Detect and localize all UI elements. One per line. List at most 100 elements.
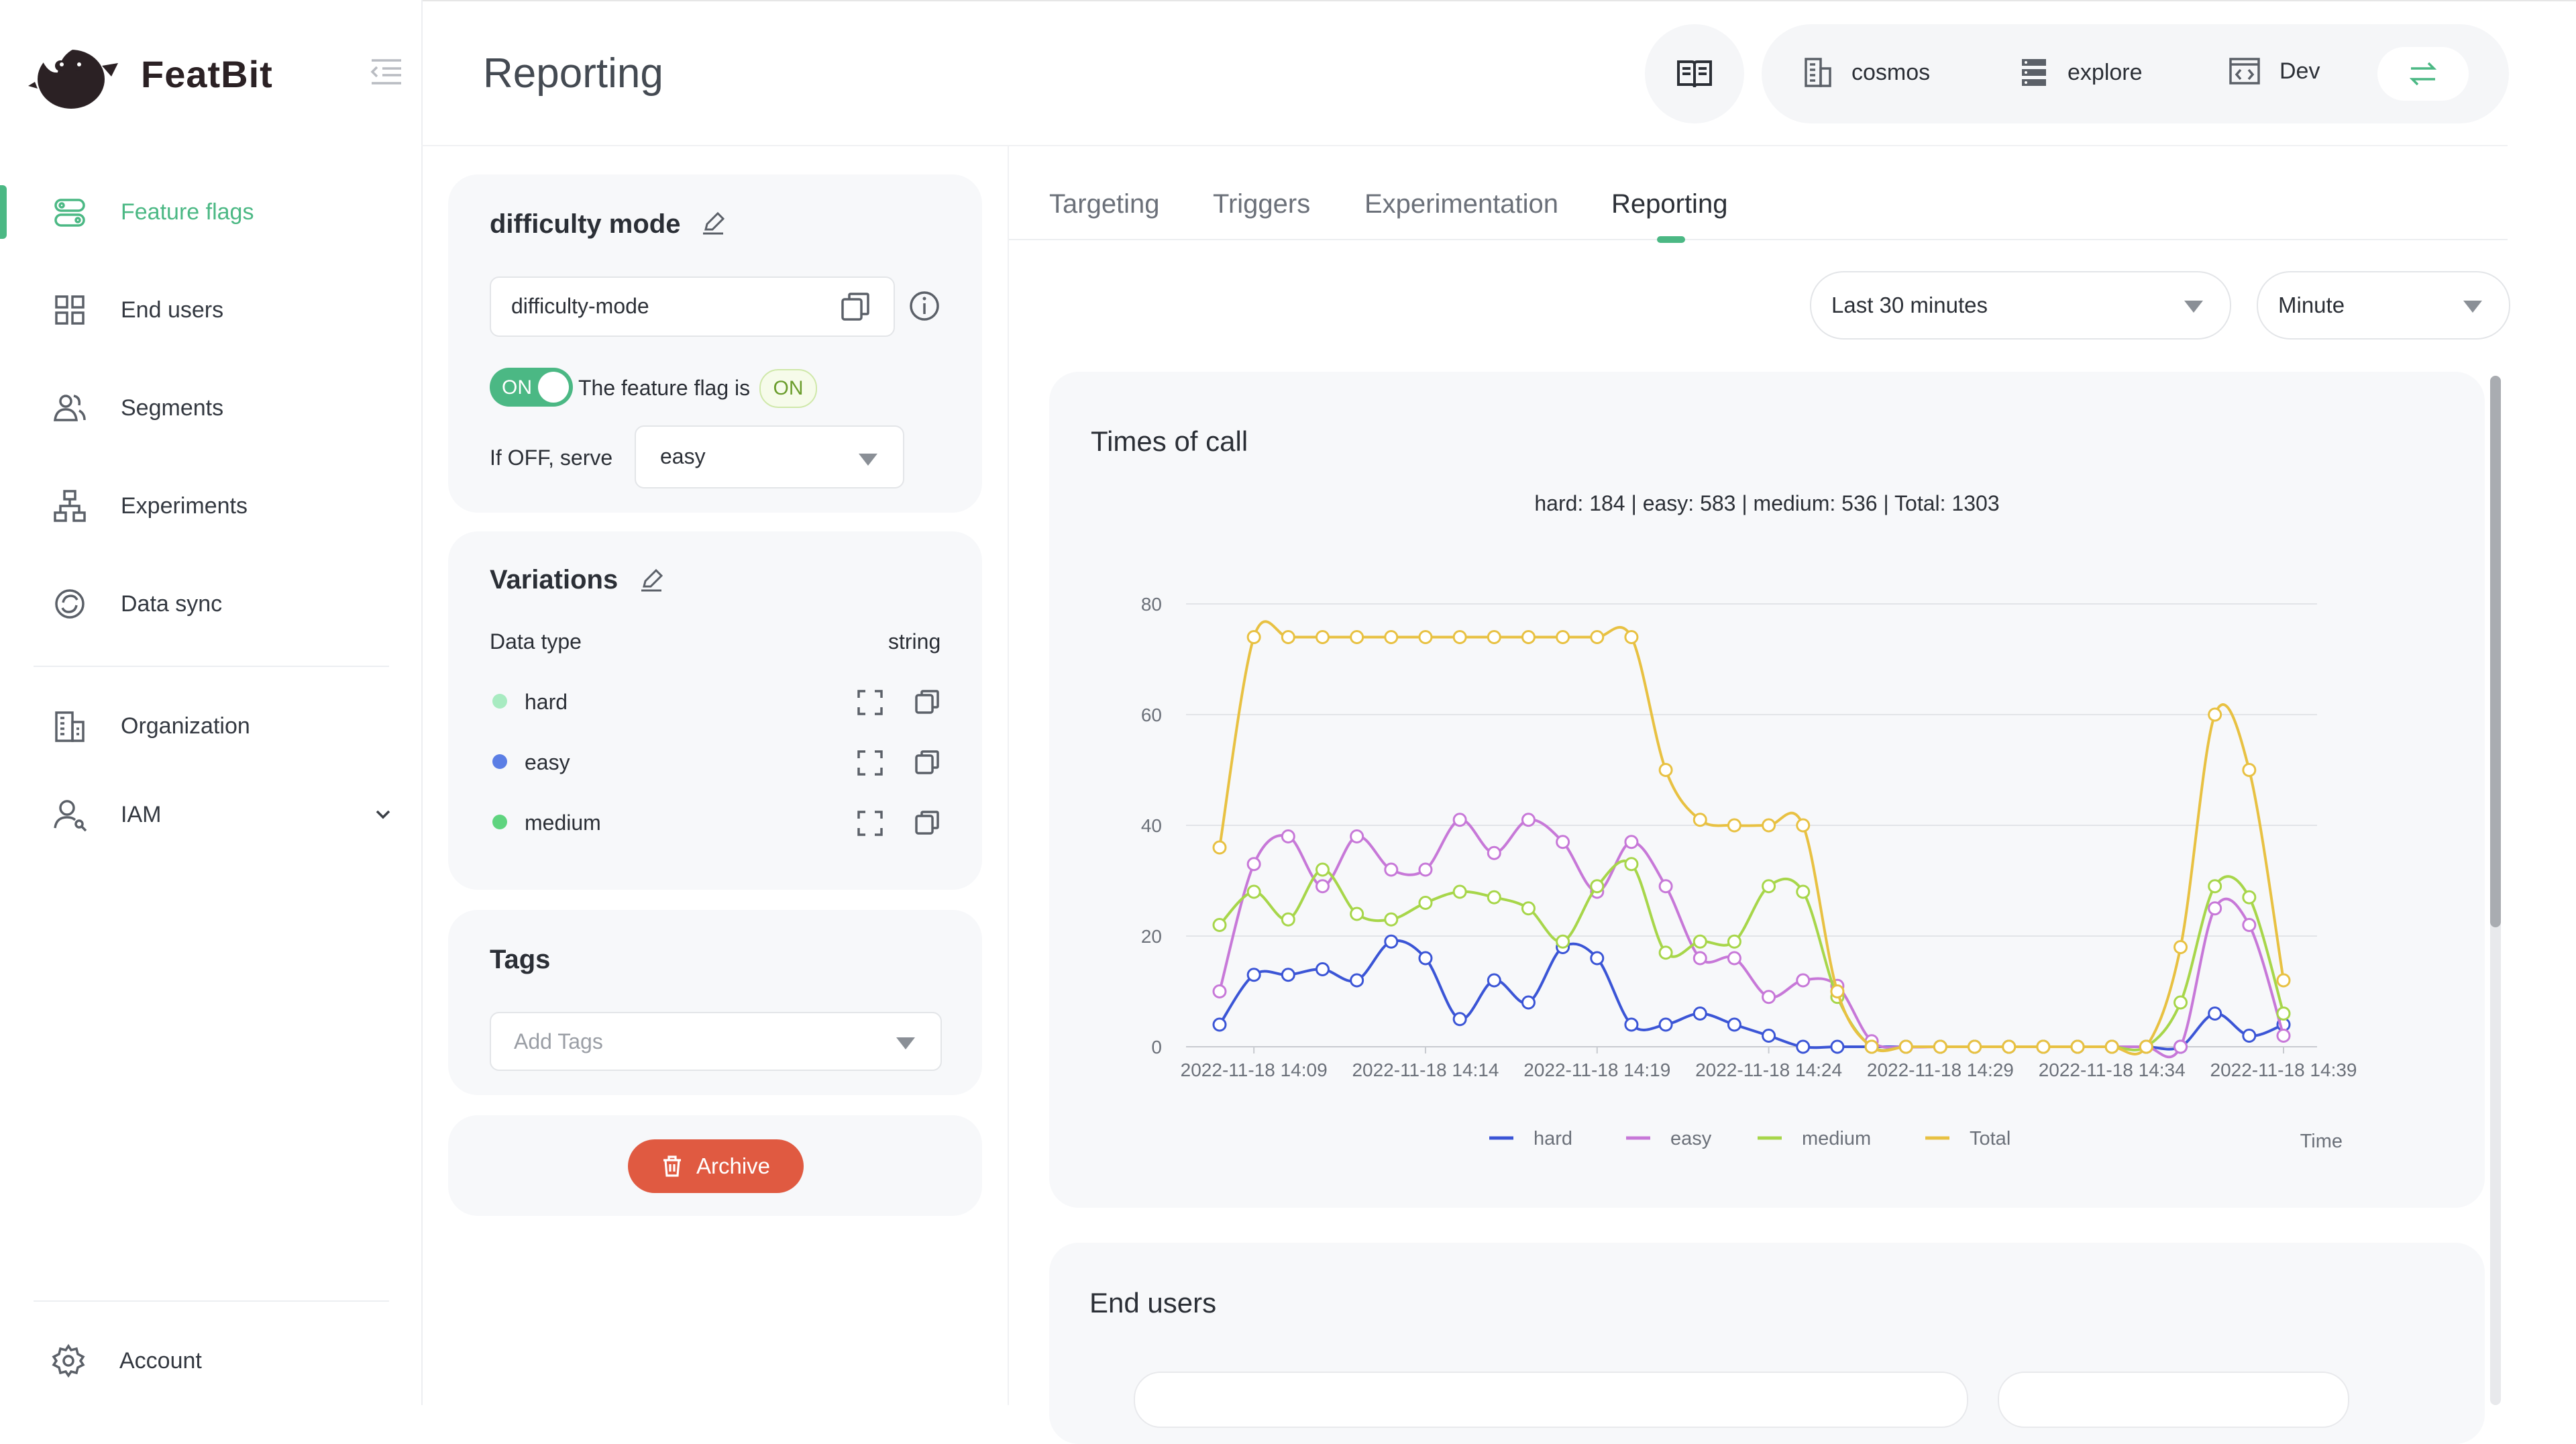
trash-icon (663, 1155, 681, 1177)
sidebar-item-segments[interactable]: Segments (0, 374, 421, 442)
copy-icon[interactable] (914, 688, 941, 715)
y-tick-label: 20 (1141, 926, 1162, 947)
flag-name: difficulty mode (490, 209, 681, 239)
legend-label: easy (1670, 1128, 1712, 1149)
sidebar-item-account[interactable]: Account (0, 1327, 421, 1394)
project-selector[interactable]: explore (2019, 56, 2143, 89)
data-point-medium (2276, 1007, 2291, 1021)
data-point-easy (2208, 901, 2222, 916)
y-tick-label: 40 (1141, 815, 1162, 836)
org-selector[interactable]: cosmos (1803, 56, 1930, 89)
tab-triggers[interactable]: Triggers (1213, 189, 1311, 219)
data-point-hard (1350, 973, 1364, 988)
data-point-hard (1658, 1017, 1673, 1032)
data-point-total (2242, 763, 2257, 777)
off-serve-select[interactable]: easy (635, 425, 904, 488)
grid-icon (55, 295, 85, 325)
data-point-medium (1624, 857, 1639, 872)
docs-button[interactable] (1645, 24, 1744, 123)
tab-experimentation[interactable]: Experimentation (1364, 189, 1559, 219)
edit-icon[interactable] (639, 568, 664, 593)
data-point-medium (1212, 918, 1227, 932)
data-point-easy (1418, 862, 1433, 877)
tab-reporting[interactable]: Reporting (1611, 189, 1728, 219)
x-tick-label: 2022-11-18 14:14 (1352, 1060, 1499, 1080)
sidebar-item-feature-flags[interactable]: Feature flags (0, 178, 421, 246)
data-point-medium (1452, 884, 1467, 899)
expand-icon[interactable] (856, 749, 884, 777)
header-divider (421, 145, 2508, 146)
copy-icon[interactable] (840, 291, 871, 322)
y-tick-label: 0 (1151, 1037, 1162, 1058)
time-range-select[interactable]: Last 30 minutes (1810, 271, 2231, 340)
archive-button[interactable]: Archive (628, 1139, 804, 1193)
project-name: explore (2068, 59, 2143, 85)
legend-label: Total (1970, 1128, 2010, 1149)
chevron-down-icon[interactable] (373, 805, 393, 825)
sidebar-item-label: Segments (121, 395, 224, 421)
data-point-hard (2242, 1029, 2257, 1043)
sidebar-item-data-sync[interactable]: Data sync (0, 570, 421, 637)
data-point-total (1864, 1039, 1879, 1054)
end-users-filter[interactable] (1998, 1372, 2349, 1428)
data-point-total (2139, 1039, 2153, 1054)
data-point-hard (1418, 951, 1433, 966)
info-icon[interactable] (908, 290, 941, 322)
collapse-sidebar-icon[interactable] (369, 54, 404, 89)
data-point-easy (1212, 984, 1227, 998)
interval-select[interactable]: Minute (2257, 271, 2510, 340)
tags-title: Tags (490, 945, 551, 974)
variation-color-dot (492, 694, 507, 709)
data-point-total (1727, 818, 1741, 833)
env-selector[interactable]: Dev (2229, 56, 2320, 86)
book-icon (1677, 60, 1712, 88)
legend-label: medium (1802, 1128, 1871, 1149)
data-point-hard (1246, 968, 1261, 982)
data-point-total (1796, 818, 1811, 833)
sidebar-item-experiments[interactable]: Experiments (0, 472, 421, 539)
flag-toggle[interactable]: ON (490, 368, 573, 407)
flag-status-text: The feature flag is (578, 376, 751, 400)
sidebar-item-label: Organization (121, 713, 250, 739)
data-type-label: Data type (490, 629, 582, 654)
users-icon (54, 395, 86, 421)
data-point-total (1933, 1039, 1947, 1054)
switch-context-button[interactable] (2377, 47, 2469, 101)
data-point-total (2276, 973, 2291, 988)
sidebar-item-organization[interactable]: Organization (0, 692, 421, 760)
sidebar-item-label: Experiments (121, 493, 248, 519)
data-point-total (1384, 630, 1399, 644)
database-icon (2022, 59, 2046, 86)
active-nav-indicator (0, 185, 7, 239)
variations-title: Variations (490, 565, 619, 595)
data-point-hard (1452, 1012, 1467, 1027)
sidebar-item-end-users[interactable]: End users (0, 276, 421, 344)
expand-icon[interactable] (856, 688, 884, 717)
data-point-easy (1384, 862, 1399, 877)
tab-targeting[interactable]: Targeting (1049, 189, 1160, 219)
expand-icon[interactable] (856, 809, 884, 837)
chevron-down-icon (2184, 301, 2203, 313)
data-point-medium (1350, 907, 1364, 921)
data-point-total (2036, 1039, 2051, 1054)
data-point-medium (1384, 912, 1399, 927)
scrollbar-thumb[interactable] (2490, 376, 2501, 927)
brand-name: FeatBit (141, 53, 273, 95)
tags-select[interactable]: Add Tags (490, 1012, 942, 1071)
copy-icon[interactable] (914, 809, 941, 836)
sidebar: FeatBit Feature flags End users Segments… (0, 0, 423, 1405)
sidebar-item-iam[interactable]: IAM (0, 781, 421, 848)
chevron-down-icon (859, 454, 877, 466)
data-point-easy (1658, 879, 1673, 894)
end-users-search[interactable] (1134, 1372, 1968, 1428)
edit-icon[interactable] (700, 211, 726, 236)
x-tick-label: 2022-11-18 14:29 (1867, 1060, 2014, 1080)
data-point-total (1556, 630, 1570, 644)
copy-icon[interactable] (914, 749, 941, 776)
toggle-label: ON (502, 376, 532, 399)
env-name: Dev (2279, 58, 2320, 84)
series-line-easy (1218, 818, 2285, 1059)
variation-color-dot (492, 815, 507, 829)
sidebar-divider (34, 1300, 389, 1302)
data-point-easy (1521, 813, 1536, 827)
